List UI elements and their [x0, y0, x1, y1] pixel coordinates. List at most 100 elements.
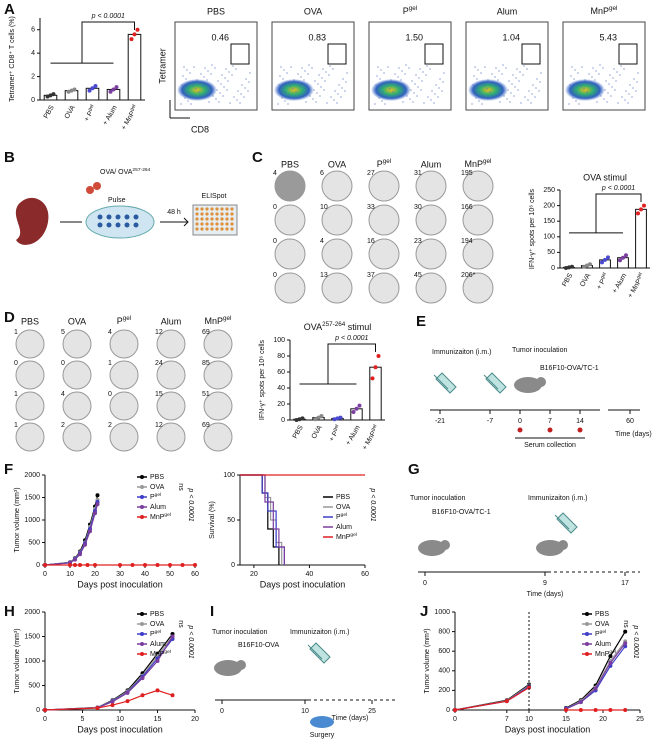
- flow-event: [239, 102, 241, 104]
- x-axis-label: Days post inoculation: [505, 724, 591, 734]
- y-tick-label: 500: [28, 539, 40, 546]
- plate-well: [200, 212, 204, 216]
- flow-event: [570, 75, 572, 77]
- well: [321, 204, 353, 236]
- data-point: [319, 414, 324, 418]
- data-point: [370, 376, 375, 381]
- series-line: [44, 638, 173, 711]
- x-axis-label: Days post inoculation: [260, 579, 346, 589]
- y-tick-label: 0: [31, 97, 35, 104]
- flow-event: [198, 91, 200, 93]
- flow-event: [478, 100, 480, 102]
- flow-event: [221, 74, 223, 76]
- flow-event: [418, 77, 420, 79]
- data-point: [624, 253, 628, 258]
- flow-event: [614, 89, 616, 91]
- data-point: [294, 418, 299, 422]
- well-column-header-part: gel: [483, 158, 491, 165]
- flow-x-label: CD8: [191, 124, 209, 134]
- immunization-label: Immunizaiton (i.m.): [290, 629, 350, 636]
- flow-event: [186, 69, 188, 71]
- legend-marker-dot: [585, 632, 589, 636]
- flow-event: [346, 72, 348, 74]
- cell: [97, 214, 103, 220]
- legend-label: Alum: [595, 641, 611, 648]
- flow-event: [620, 65, 622, 67]
- flow-event: [387, 66, 389, 68]
- data-point: [129, 37, 134, 42]
- plate-well: [225, 207, 229, 211]
- flow-event: [582, 97, 584, 99]
- flow-event: [411, 80, 413, 82]
- flow-event: [337, 93, 339, 95]
- legend-marker-dot: [140, 652, 144, 656]
- flow-event: [392, 91, 394, 93]
- legend-label-part: gel: [155, 629, 162, 635]
- x-tick-label: 50: [166, 571, 174, 578]
- flow-event: [300, 76, 302, 78]
- legend-label: OVA: [595, 621, 610, 628]
- data-point: [335, 416, 340, 421]
- plate-well: [220, 212, 224, 216]
- panel-label: J: [420, 603, 428, 620]
- flow-event: [207, 70, 209, 72]
- x-axis-label: Days post inoculation: [77, 724, 163, 734]
- flow-event: [538, 90, 540, 92]
- data-point: [639, 207, 643, 212]
- gate-percentage: 0.46: [211, 32, 229, 42]
- well: [462, 204, 494, 236]
- flow-event: [486, 88, 488, 90]
- flow-event: [408, 67, 410, 69]
- flow-event: [374, 103, 376, 105]
- legend-label: MnPgel: [595, 649, 616, 658]
- flow-event: [317, 83, 319, 85]
- data-point: [564, 266, 568, 270]
- plate-well: [230, 217, 234, 221]
- timeline-tick-label: 60: [626, 418, 634, 425]
- y-tick-label: 100: [543, 234, 555, 241]
- timeline-tick-label: -7: [487, 418, 493, 425]
- plate-well: [220, 217, 224, 221]
- flow-event: [311, 67, 313, 69]
- flow-event: [580, 85, 582, 87]
- timeline-tick-label: 9: [543, 580, 547, 587]
- flow-event: [427, 96, 429, 98]
- flow-event: [612, 77, 614, 79]
- timeline-tick-label: 14: [576, 418, 584, 425]
- x-tick-label: 5: [81, 716, 85, 723]
- flow-event: [377, 66, 379, 68]
- data-point: [373, 365, 378, 370]
- spot-count: 69: [202, 422, 210, 429]
- flow-title: OVA: [304, 6, 322, 16]
- x-tick-label-part: gel: [635, 271, 643, 280]
- data-point: [585, 263, 589, 268]
- bar: [635, 208, 647, 269]
- flow-event: [215, 98, 217, 100]
- flow-event: [531, 93, 533, 95]
- flow-event: [199, 82, 201, 84]
- well-column-header: MnPgel: [465, 158, 492, 169]
- flow-event: [416, 95, 418, 97]
- plate-well: [205, 217, 209, 221]
- x-tick-label: 10: [525, 716, 533, 723]
- data-point: [567, 265, 571, 270]
- flow-event: [299, 85, 301, 87]
- antigen: [93, 182, 101, 190]
- legend-marker-dot: [140, 485, 144, 489]
- well-column-header: Alum: [421, 159, 442, 169]
- y-tick-label: 250: [543, 187, 555, 194]
- legend-label: MnPgel: [336, 532, 357, 541]
- flow-event: [481, 103, 483, 105]
- flow-gate: [230, 43, 250, 65]
- spot-count: 0: [273, 204, 277, 211]
- data-point: [600, 260, 604, 265]
- flow-event: [249, 72, 251, 74]
- syringe: [433, 372, 457, 394]
- spot-count: 69: [202, 329, 210, 336]
- flow-event: [380, 69, 382, 71]
- well: [109, 329, 139, 359]
- flow-event: [379, 78, 381, 80]
- gate-percentage: 1.04: [502, 32, 520, 42]
- flow-event: [596, 101, 598, 103]
- flow-event: [540, 72, 542, 74]
